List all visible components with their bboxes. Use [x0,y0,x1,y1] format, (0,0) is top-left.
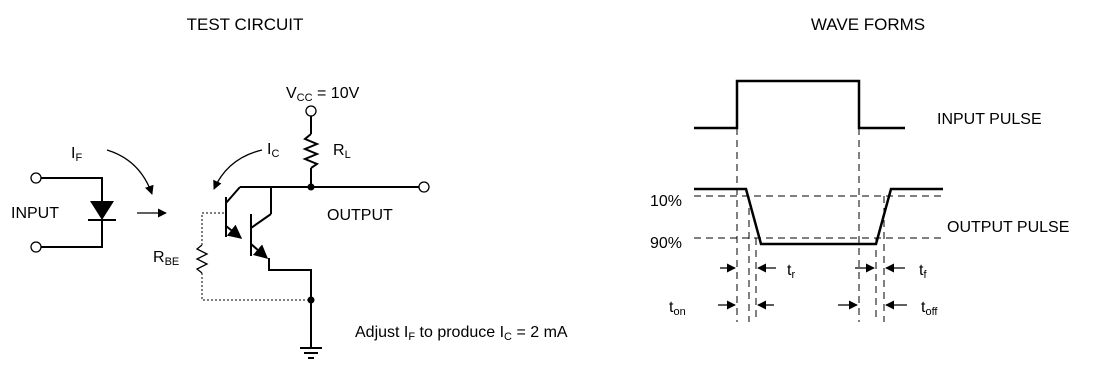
ic-arrow [213,149,263,190]
output-terminal [418,181,430,193]
level-10pct-label: 10% [650,193,682,210]
test-circuit-title: TEST CIRCUIT [187,15,304,34]
rbe-resistor [195,244,209,274]
ton-label: ton [669,299,686,318]
rl-label: RL [333,142,351,161]
q2-collector-diag [250,213,272,229]
output-pulse-label: OUTPUT PULSE [947,219,1069,236]
ic-label: IC [267,141,279,160]
vcc-terminal [305,105,317,117]
led-anode-wire [41,177,103,201]
input-terminal-bottom [30,241,42,253]
ground-junction-dot [307,296,315,304]
output-junction-dot [307,183,315,191]
level-90pct-label: 90% [650,235,682,252]
input-pulse-label: INPUT PULSE [937,111,1042,128]
led-cathode-wire [41,220,103,248]
input-pulse-waveform [694,79,905,130]
rbe-label: RBE [153,249,179,268]
rbe-top-wire [201,212,224,245]
output-pulse-waveform [694,187,943,246]
tr-label: tr [787,262,795,281]
input-terminal-top [30,172,42,184]
input-label: INPUT [11,205,59,222]
toff-label: toff [921,299,938,318]
rl-resistor [302,133,320,169]
rbe-bottom-wire [201,273,311,301]
led-diode-icon [90,201,114,220]
q2-emitter [250,243,269,259]
if-label: IF [71,145,82,164]
vcc-label: VCC = 10V [286,85,360,104]
wave-forms-title: WAVE FORMS [811,15,925,34]
emitter-ground-wire [268,258,312,348]
if-arrow [106,149,154,195]
q1-emitter [225,224,243,239]
output-label: OUTPUT [327,207,393,224]
note-text: Adjust IF to produce IC = 2 mA [355,324,568,343]
q1-collector [225,186,241,204]
tf-label: tf [919,262,927,281]
